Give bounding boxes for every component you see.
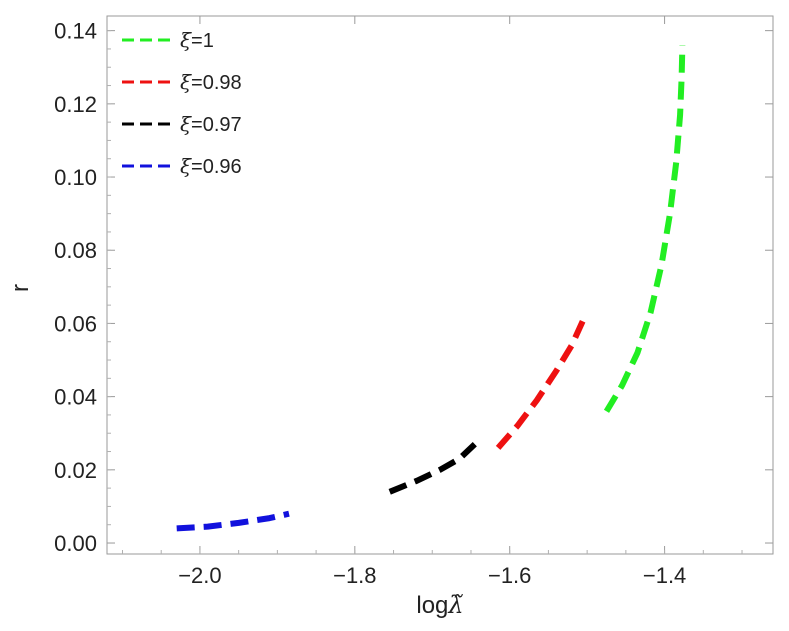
legend-label-symbol: ξ	[180, 154, 192, 178]
plot-frame	[106, 15, 774, 555]
legend-label-symbol: ξ	[180, 112, 192, 136]
y-tick-label: 0.06	[54, 311, 97, 336]
tick-labels: −2.0 −1.8 −1.6 −1.4 0.00 0.02 0.04 0.06 0.08 0.10…	[54, 19, 686, 588]
x-axis-label: logλ̃	[416, 591, 463, 619]
y-tick-label: 0.08	[54, 238, 97, 263]
x-axis-label-text: log	[416, 592, 448, 619]
legend-label-symbol: ξ	[180, 70, 192, 94]
legend: ξ=1ξ=0.98ξ=0.97ξ=0.96	[122, 28, 242, 178]
x-axis-label-symbol: λ̃	[447, 591, 463, 619]
series-line	[388, 442, 477, 495]
x-tick-label: −1.6	[488, 563, 531, 588]
x-tick-label: −2.0	[178, 563, 221, 588]
legend-label-value: =1	[191, 30, 214, 52]
y-tick-label: 0.00	[54, 531, 97, 556]
y-tick-label: 0.02	[54, 458, 97, 483]
y-tick-label: 0.04	[54, 385, 97, 410]
y-tick-label: 0.10	[54, 165, 97, 190]
y-tick-label: 0.12	[54, 92, 97, 117]
series-line	[603, 45, 686, 413]
legend-label: ξ=1	[180, 28, 214, 52]
series-line	[495, 318, 587, 450]
x-tick-label: −1.4	[643, 563, 686, 588]
ticks	[107, 16, 773, 554]
x-tick-label: −1.8	[333, 563, 376, 588]
y-tick-label: 0.14	[54, 19, 97, 44]
legend-label: ξ=0.96	[180, 154, 242, 178]
series-line	[176, 510, 290, 532]
series-lines	[176, 45, 686, 532]
y-axis-label: r	[7, 284, 34, 292]
legend-label-value: =0.96	[191, 156, 242, 178]
legend-label-value: =0.98	[191, 72, 242, 94]
legend-label-value: =0.97	[191, 114, 242, 136]
legend-label: ξ=0.98	[180, 70, 242, 94]
legend-label-symbol: ξ	[180, 28, 192, 52]
legend-label: ξ=0.97	[180, 112, 242, 136]
